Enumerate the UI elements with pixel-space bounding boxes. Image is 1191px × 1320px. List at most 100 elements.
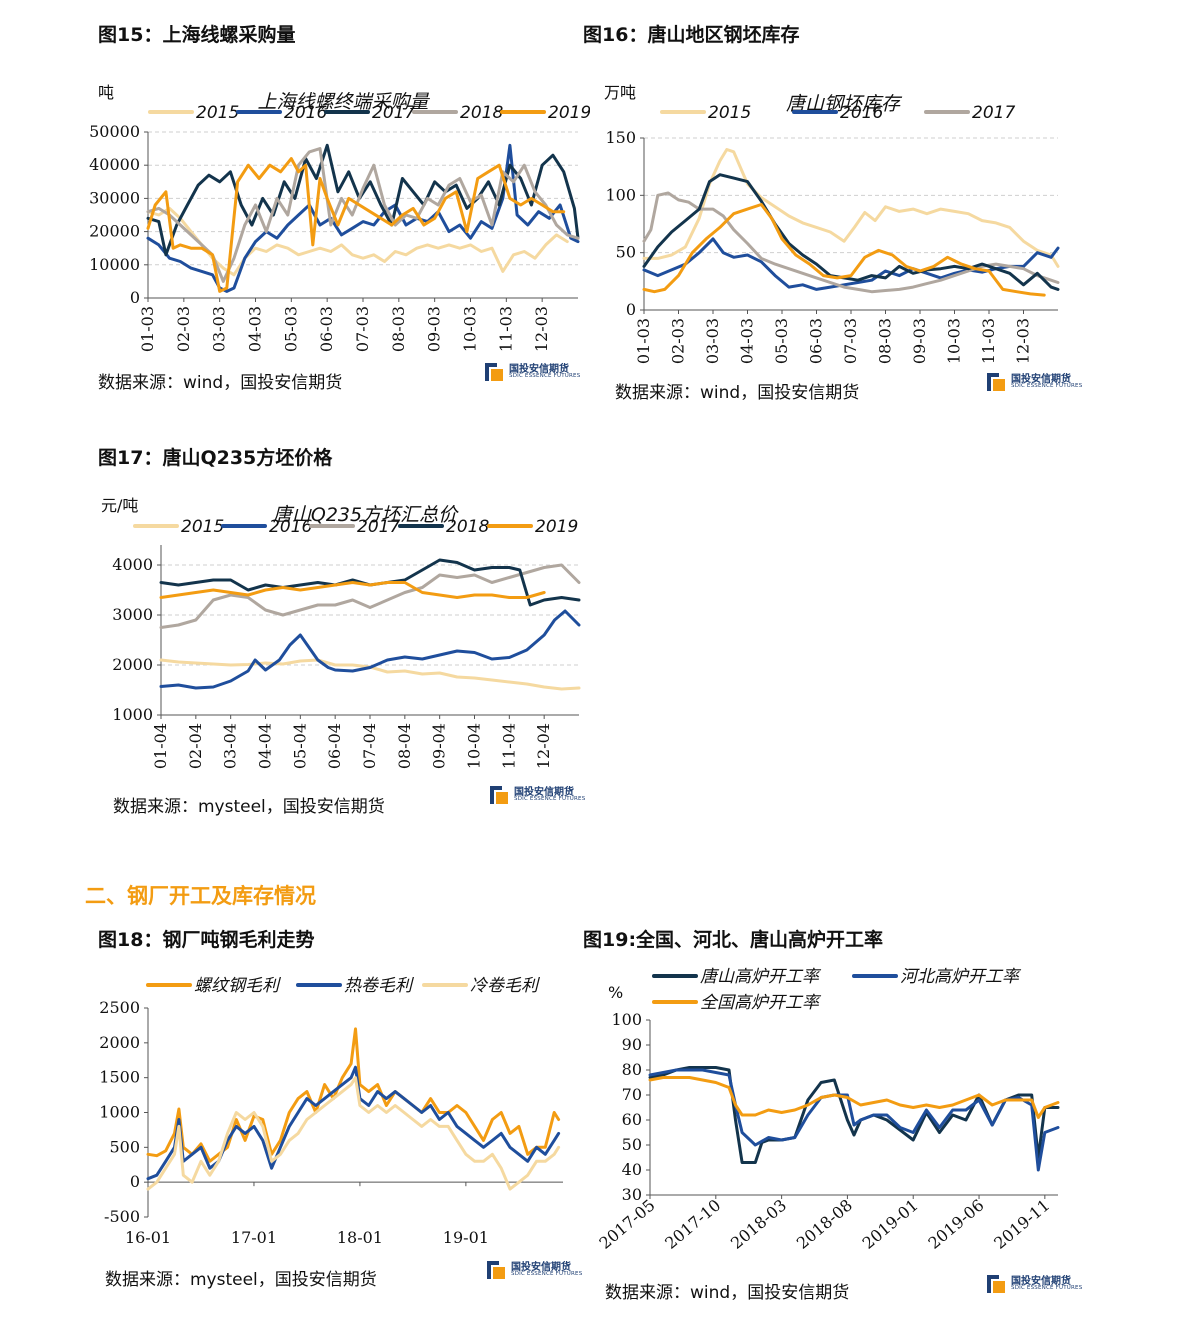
series-line <box>146 206 569 277</box>
x-tick-label: 09-03 <box>425 306 444 352</box>
series-line <box>159 609 581 690</box>
legend-label: 冷卷毛利 <box>470 976 541 996</box>
sdic-logo: 国投安信期货 SDIC ESSENCE FUTURES <box>488 783 592 809</box>
logo-en: SDIC ESSENCE FUTURES <box>1011 383 1083 389</box>
x-tick-label: 02-03 <box>669 318 688 364</box>
legend-label: 2016 <box>269 517 312 537</box>
y-axis-unit: 吨 <box>98 83 114 102</box>
y-tick-label: -500 <box>104 1207 140 1226</box>
series-line <box>146 1027 561 1163</box>
chart-title: 唐山钢坯库存 <box>786 93 903 115</box>
fig16-source: 数据来源：wind，国投安信期货 <box>615 383 860 403</box>
sdic-logo: 国投安信期货 SDIC ESSENCE FUTURES <box>985 1272 1089 1298</box>
logo-en: SDIC ESSENCE FUTURES <box>514 796 586 802</box>
fig18-title: 图18：钢厂吨钢毛利走势 <box>98 929 315 951</box>
x-tick-label: 03-03 <box>703 318 722 364</box>
x-tick-label: 03-03 <box>210 306 229 352</box>
logo-cn: 国投安信期货 <box>514 787 574 798</box>
y-tick-label: 2500 <box>99 998 140 1017</box>
y-tick-label: 70 <box>622 1085 642 1104</box>
logo-en: SDIC ESSENCE FUTURES <box>1011 1285 1083 1291</box>
x-tick-label: 07-04 <box>360 723 379 769</box>
fig19-title: 图19:全国、河北、唐山高炉开工率 <box>583 929 884 951</box>
x-tick-label: 19-01 <box>443 1228 489 1247</box>
x-tick-label: 02-04 <box>186 723 205 769</box>
logo-en: SDIC ESSENCE FUTURES <box>509 373 581 379</box>
y-tick-label: 100 <box>611 1010 642 1029</box>
series-line <box>146 143 580 293</box>
y-tick-label: 50000 <box>89 122 140 141</box>
y-tick-label: 2000 <box>99 1033 140 1052</box>
x-tick-label: 05-03 <box>281 306 300 352</box>
x-tick-label: 04-03 <box>246 306 265 352</box>
y-tick-label: 40000 <box>89 155 140 174</box>
x-tick-label: 2017-10 <box>661 1196 724 1253</box>
x-tick-label: 16-01 <box>125 1228 171 1247</box>
legend: 2015 2016 2017 2018 2019 <box>148 103 591 123</box>
logo-en: SDIC ESSENCE FUTURES <box>511 1271 583 1277</box>
series-line <box>642 173 1060 291</box>
section-heading: 二、钢厂开工及库存情况 <box>85 884 316 908</box>
legend-label: 螺纹钢毛利 <box>194 976 282 996</box>
x-tick-label: 18-01 <box>337 1228 383 1247</box>
y-tick-label: 50 <box>622 1135 642 1154</box>
legend: 2015 2016 2017 <box>660 103 1015 123</box>
x-tick-label: 05-04 <box>290 723 309 769</box>
x-tick-label: 05-03 <box>772 318 791 364</box>
chart-tangshan-q235-billet-price: 唐山Q235方坯汇总价 元/吨 2015 2016 2017 2018 2019 1000 20… <box>101 496 581 769</box>
series-line <box>146 1065 561 1181</box>
y-tick-label: 150 <box>605 128 636 147</box>
x-tick-label: 01-03 <box>138 306 157 352</box>
x-tick-label: 11-03 <box>979 318 998 364</box>
legend-label: 2015 <box>708 103 751 123</box>
chart-title: 上海线螺终端采购量 <box>257 91 430 113</box>
x-tick-label: 06-03 <box>317 306 336 352</box>
y-tick-label: 80 <box>622 1060 642 1079</box>
y-tick-label: 100 <box>605 185 636 204</box>
fig15-source: 数据来源：wind，国投安信期货 <box>98 373 343 393</box>
x-tick-label: 12-04 <box>534 723 553 769</box>
fig18-source: 数据来源：mysteel，国投安信期货 <box>105 1270 377 1290</box>
x-tick-label: 02-03 <box>174 306 193 352</box>
fig15-title: 图15：上海线螺采购量 <box>98 24 296 46</box>
series-line <box>648 1068 1060 1172</box>
legend-label: 2017 <box>372 103 415 123</box>
legend-label: 2019 <box>548 103 591 123</box>
legend-label: 2015 <box>181 517 224 537</box>
x-tick-label: 04-03 <box>738 318 757 364</box>
y-tick-label: 10000 <box>89 255 140 274</box>
legend-label: 2016 <box>284 103 327 123</box>
y-tick-label: 1000 <box>112 705 153 724</box>
fig17-source: 数据来源：mysteel，国投安信期货 <box>113 797 385 817</box>
series-line <box>146 143 580 257</box>
y-tick-label: 20000 <box>89 222 140 241</box>
y-tick-label: 60 <box>622 1110 642 1129</box>
y-tick-label: 40 <box>622 1160 642 1179</box>
x-tick-label: 01-04 <box>151 723 170 769</box>
x-tick-label: 01-03 <box>634 318 653 364</box>
y-tick-label: 500 <box>109 1137 140 1156</box>
x-tick-label: 10-03 <box>461 306 480 352</box>
legend-label: 2017 <box>357 517 400 537</box>
y-tick-label: 50 <box>616 243 636 262</box>
x-tick-label: 08-03 <box>876 318 895 364</box>
y-tick-label: 1500 <box>99 1068 140 1087</box>
legend-label: 2015 <box>196 103 239 123</box>
series-line <box>159 581 546 599</box>
x-tick-label: 12-03 <box>532 306 551 352</box>
x-tick-label: 06-03 <box>807 318 826 364</box>
x-tick-label: 10-03 <box>945 318 964 364</box>
series-line <box>146 1076 561 1191</box>
logo-cn: 国投安信期货 <box>1011 374 1071 385</box>
x-tick-label: 11-03 <box>496 306 515 352</box>
y-tick-label: 0 <box>130 1172 140 1191</box>
sdic-logo-icon <box>490 786 508 804</box>
chart-steel-gross-margin: 螺纹钢毛利 热卷毛利 冷卷毛利 -500 0 500 1000 1500 2000 2500 16-… <box>99 976 563 1247</box>
logo-cn: 国投安信期货 <box>509 364 569 375</box>
y-tick-label: 2000 <box>112 655 153 674</box>
x-tick-label: 09-04 <box>430 723 449 769</box>
legend-label: 2018 <box>446 517 489 537</box>
sdic-logo: 国投安信期货 SDIC ESSENCE FUTURES <box>485 1258 589 1284</box>
y-tick-label: 30 <box>622 1185 642 1204</box>
